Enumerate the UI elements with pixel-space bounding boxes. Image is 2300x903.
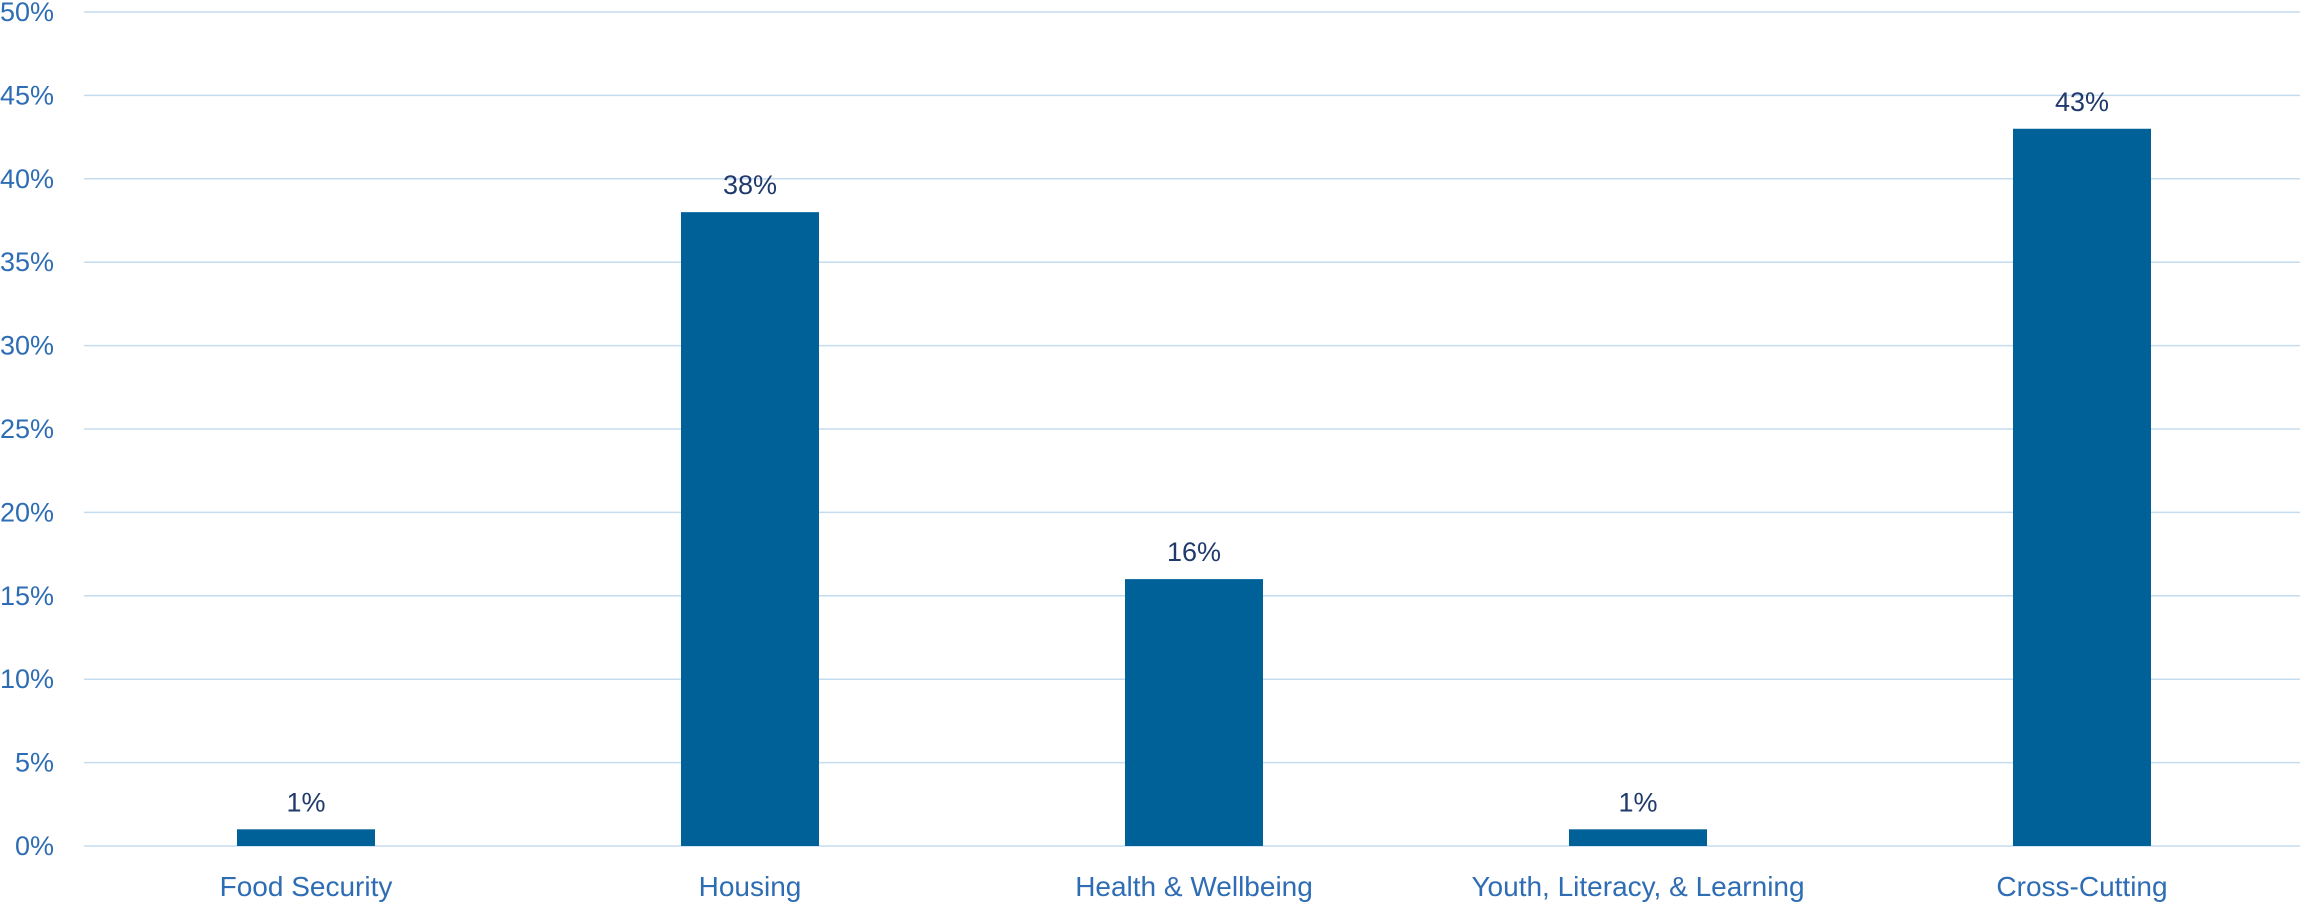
data-label: 43% <box>2055 87 2109 117</box>
data-label: 16% <box>1167 537 1221 567</box>
y-tick-label: 45% <box>0 80 54 110</box>
bar <box>1125 579 1263 846</box>
y-tick-label: 30% <box>0 331 54 361</box>
bar <box>2013 128 2151 846</box>
data-label: 38% <box>723 170 777 200</box>
x-category-label: Youth, Literacy, & Learning <box>1471 871 1804 902</box>
data-label: 1% <box>1618 787 1657 817</box>
y-tick-label: 35% <box>0 247 54 277</box>
x-category-label: Food Security <box>220 871 393 902</box>
bar <box>1569 829 1707 846</box>
y-axis-tick-labels: 0% 5% 10% 15% 20% 25% 30% 35% 40% 45% 50% <box>0 0 54 861</box>
bars <box>237 128 2151 846</box>
y-tick-label: 0% <box>15 831 54 861</box>
y-tick-label: 10% <box>0 664 54 694</box>
y-tick-label: 15% <box>0 581 54 611</box>
y-tick-label: 40% <box>0 164 54 194</box>
y-tick-label: 20% <box>0 497 54 527</box>
y-tick-label: 50% <box>0 0 54 27</box>
x-axis-category-labels: Food Security Housing Health & Wellbeing Yo… <box>220 871 2168 902</box>
x-category-label: Cross-Cutting <box>1996 871 2167 902</box>
bar <box>681 212 819 846</box>
y-tick-label: 5% <box>15 748 54 778</box>
data-labels: 1% 38% 16% 1% 43% <box>286 87 2109 818</box>
x-category-label: Health & Wellbeing <box>1075 871 1313 902</box>
bar <box>237 829 375 846</box>
gridlines <box>84 11 2300 847</box>
y-tick-label: 25% <box>0 414 54 444</box>
data-label: 1% <box>286 787 325 817</box>
x-category-label: Housing <box>699 871 802 902</box>
